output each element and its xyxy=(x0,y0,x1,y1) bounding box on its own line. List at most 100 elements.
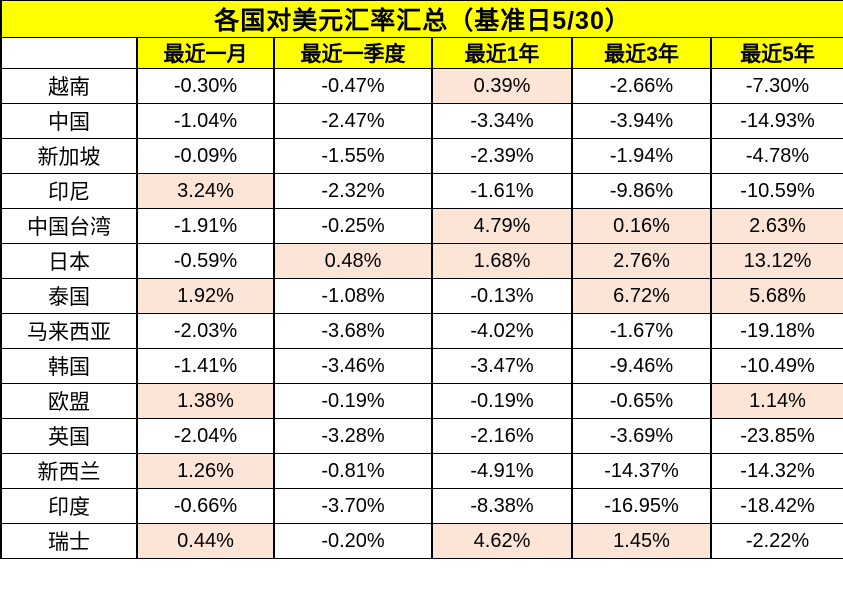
value-cell: -9.86% xyxy=(571,173,712,209)
value-cell: -3.47% xyxy=(431,348,573,384)
value-cell: -1.67% xyxy=(571,313,712,349)
value-cell: -3.68% xyxy=(273,313,433,349)
column-header-1q: 最近一季度 xyxy=(273,37,433,69)
value-cell: 1.26% xyxy=(136,453,275,489)
value-cell: -0.30% xyxy=(136,68,275,104)
value-cell: -2.22% xyxy=(709,523,843,559)
value-cell: -3.34% xyxy=(431,103,573,139)
value-cell: -3.70% xyxy=(273,488,433,524)
value-cell: -2.32% xyxy=(273,173,433,209)
value-cell: -0.13% xyxy=(431,278,573,314)
value-cell: 2.63% xyxy=(709,208,843,244)
value-cell: -0.81% xyxy=(273,453,433,489)
value-cell: 13.12% xyxy=(709,243,843,279)
table-row: 印尼 3.24% -2.32% -1.61% -9.86% -10.59% xyxy=(0,173,843,209)
table-row: 日本 -0.59% 0.48% 1.68% 2.76% 13.12% xyxy=(0,243,843,279)
value-cell: -0.59% xyxy=(136,243,275,279)
value-cell: 4.62% xyxy=(431,523,573,559)
column-header-3y: 最近3年 xyxy=(571,37,712,69)
value-cell: -0.65% xyxy=(571,383,712,419)
value-cell: 5.68% xyxy=(709,278,843,314)
table-row: 中国台湾 -1.91% -0.25% 4.79% 0.16% 2.63% xyxy=(0,208,843,244)
header-row: 最近一月 最近一季度 最近1年 最近3年 最近5年 xyxy=(0,37,843,69)
table-title: 各国对美元汇率汇总（基准日5/30） xyxy=(0,0,843,38)
value-cell: -2.39% xyxy=(431,138,573,174)
value-cell: 0.16% xyxy=(571,208,712,244)
table-row: 英国 -2.04% -3.28% -2.16% -3.69% -23.85% xyxy=(0,418,843,454)
value-cell: -8.38% xyxy=(431,488,573,524)
title-row: 各国对美元汇率汇总（基准日5/30） xyxy=(0,0,843,38)
value-cell: -0.25% xyxy=(273,208,433,244)
value-cell: 1.45% xyxy=(571,523,712,559)
value-cell: -1.04% xyxy=(136,103,275,139)
value-cell: -3.94% xyxy=(571,103,712,139)
value-cell: 0.48% xyxy=(273,243,433,279)
value-cell: -0.20% xyxy=(273,523,433,559)
value-cell: -14.37% xyxy=(571,453,712,489)
value-cell: -0.66% xyxy=(136,488,275,524)
value-cell: 1.14% xyxy=(709,383,843,419)
value-cell: -7.30% xyxy=(709,68,843,104)
value-cell: 3.24% xyxy=(136,173,275,209)
table-row: 新加坡 -0.09% -1.55% -2.39% -1.94% -4.78% xyxy=(0,138,843,174)
value-cell: -1.55% xyxy=(273,138,433,174)
country-cell: 新加坡 xyxy=(0,138,138,174)
country-cell: 欧盟 xyxy=(0,383,138,419)
table-row: 泰国 1.92% -1.08% -0.13% 6.72% 5.68% xyxy=(0,278,843,314)
country-cell: 新西兰 xyxy=(0,453,138,489)
value-cell: -10.49% xyxy=(709,348,843,384)
value-cell: -10.59% xyxy=(709,173,843,209)
value-cell: 4.79% xyxy=(431,208,573,244)
value-cell: -1.08% xyxy=(273,278,433,314)
value-cell: -18.42% xyxy=(709,488,843,524)
country-cell: 印度 xyxy=(0,488,138,524)
value-cell: -0.47% xyxy=(273,68,433,104)
country-cell: 日本 xyxy=(0,243,138,279)
value-cell: 1.38% xyxy=(136,383,275,419)
value-cell: -2.04% xyxy=(136,418,275,454)
value-cell: -4.78% xyxy=(709,138,843,174)
value-cell: -1.94% xyxy=(571,138,712,174)
country-cell: 越南 xyxy=(0,68,138,104)
value-cell: 6.72% xyxy=(571,278,712,314)
table-row: 欧盟 1.38% -0.19% -0.19% -0.65% 1.14% xyxy=(0,383,843,419)
value-cell: -0.09% xyxy=(136,138,275,174)
table-row: 韩国 -1.41% -3.46% -3.47% -9.46% -10.49% xyxy=(0,348,843,384)
column-header-5y: 最近5年 xyxy=(709,37,843,69)
value-cell: 1.92% xyxy=(136,278,275,314)
table-row: 瑞士 0.44% -0.20% 4.62% 1.45% -2.22% xyxy=(0,523,843,559)
value-cell: -3.46% xyxy=(273,348,433,384)
value-cell: -2.16% xyxy=(431,418,573,454)
value-cell: -16.95% xyxy=(571,488,712,524)
value-cell: -0.19% xyxy=(431,383,573,419)
value-cell: -3.28% xyxy=(273,418,433,454)
value-cell: -2.66% xyxy=(571,68,712,104)
value-cell: -1.61% xyxy=(431,173,573,209)
country-cell: 印尼 xyxy=(0,173,138,209)
corner-cell xyxy=(0,37,138,69)
value-cell: -23.85% xyxy=(709,418,843,454)
table-row: 马来西亚 -2.03% -3.68% -4.02% -1.67% -19.18% xyxy=(0,313,843,349)
country-cell: 中国台湾 xyxy=(0,208,138,244)
value-cell: -4.02% xyxy=(431,313,573,349)
country-cell: 英国 xyxy=(0,418,138,454)
value-cell: -4.91% xyxy=(431,453,573,489)
country-cell: 马来西亚 xyxy=(0,313,138,349)
value-cell: -2.03% xyxy=(136,313,275,349)
value-cell: 2.76% xyxy=(571,243,712,279)
value-cell: -19.18% xyxy=(709,313,843,349)
table-row: 中国 -1.04% -2.47% -3.34% -3.94% -14.93% xyxy=(0,103,843,139)
country-cell: 韩国 xyxy=(0,348,138,384)
value-cell: -14.32% xyxy=(709,453,843,489)
table-row: 越南 -0.30% -0.47% 0.39% -2.66% -7.30% xyxy=(0,68,843,104)
exchange-rate-table: 各国对美元汇率汇总（基准日5/30） 最近一月 最近一季度 最近1年 最近3年 … xyxy=(0,0,843,559)
country-cell: 泰国 xyxy=(0,278,138,314)
value-cell: 0.39% xyxy=(431,68,573,104)
value-cell: -0.19% xyxy=(273,383,433,419)
table-body: 越南 -0.30% -0.47% 0.39% -2.66% -7.30% 中国 -1.04% -… xyxy=(0,68,843,559)
country-cell: 中国 xyxy=(0,103,138,139)
table-row: 印度 -0.66% -3.70% -8.38% -16.95% -18.42% xyxy=(0,488,843,524)
table-row: 新西兰 1.26% -0.81% -4.91% -14.37% -14.32% xyxy=(0,453,843,489)
value-cell: -1.91% xyxy=(136,208,275,244)
value-cell: -3.69% xyxy=(571,418,712,454)
